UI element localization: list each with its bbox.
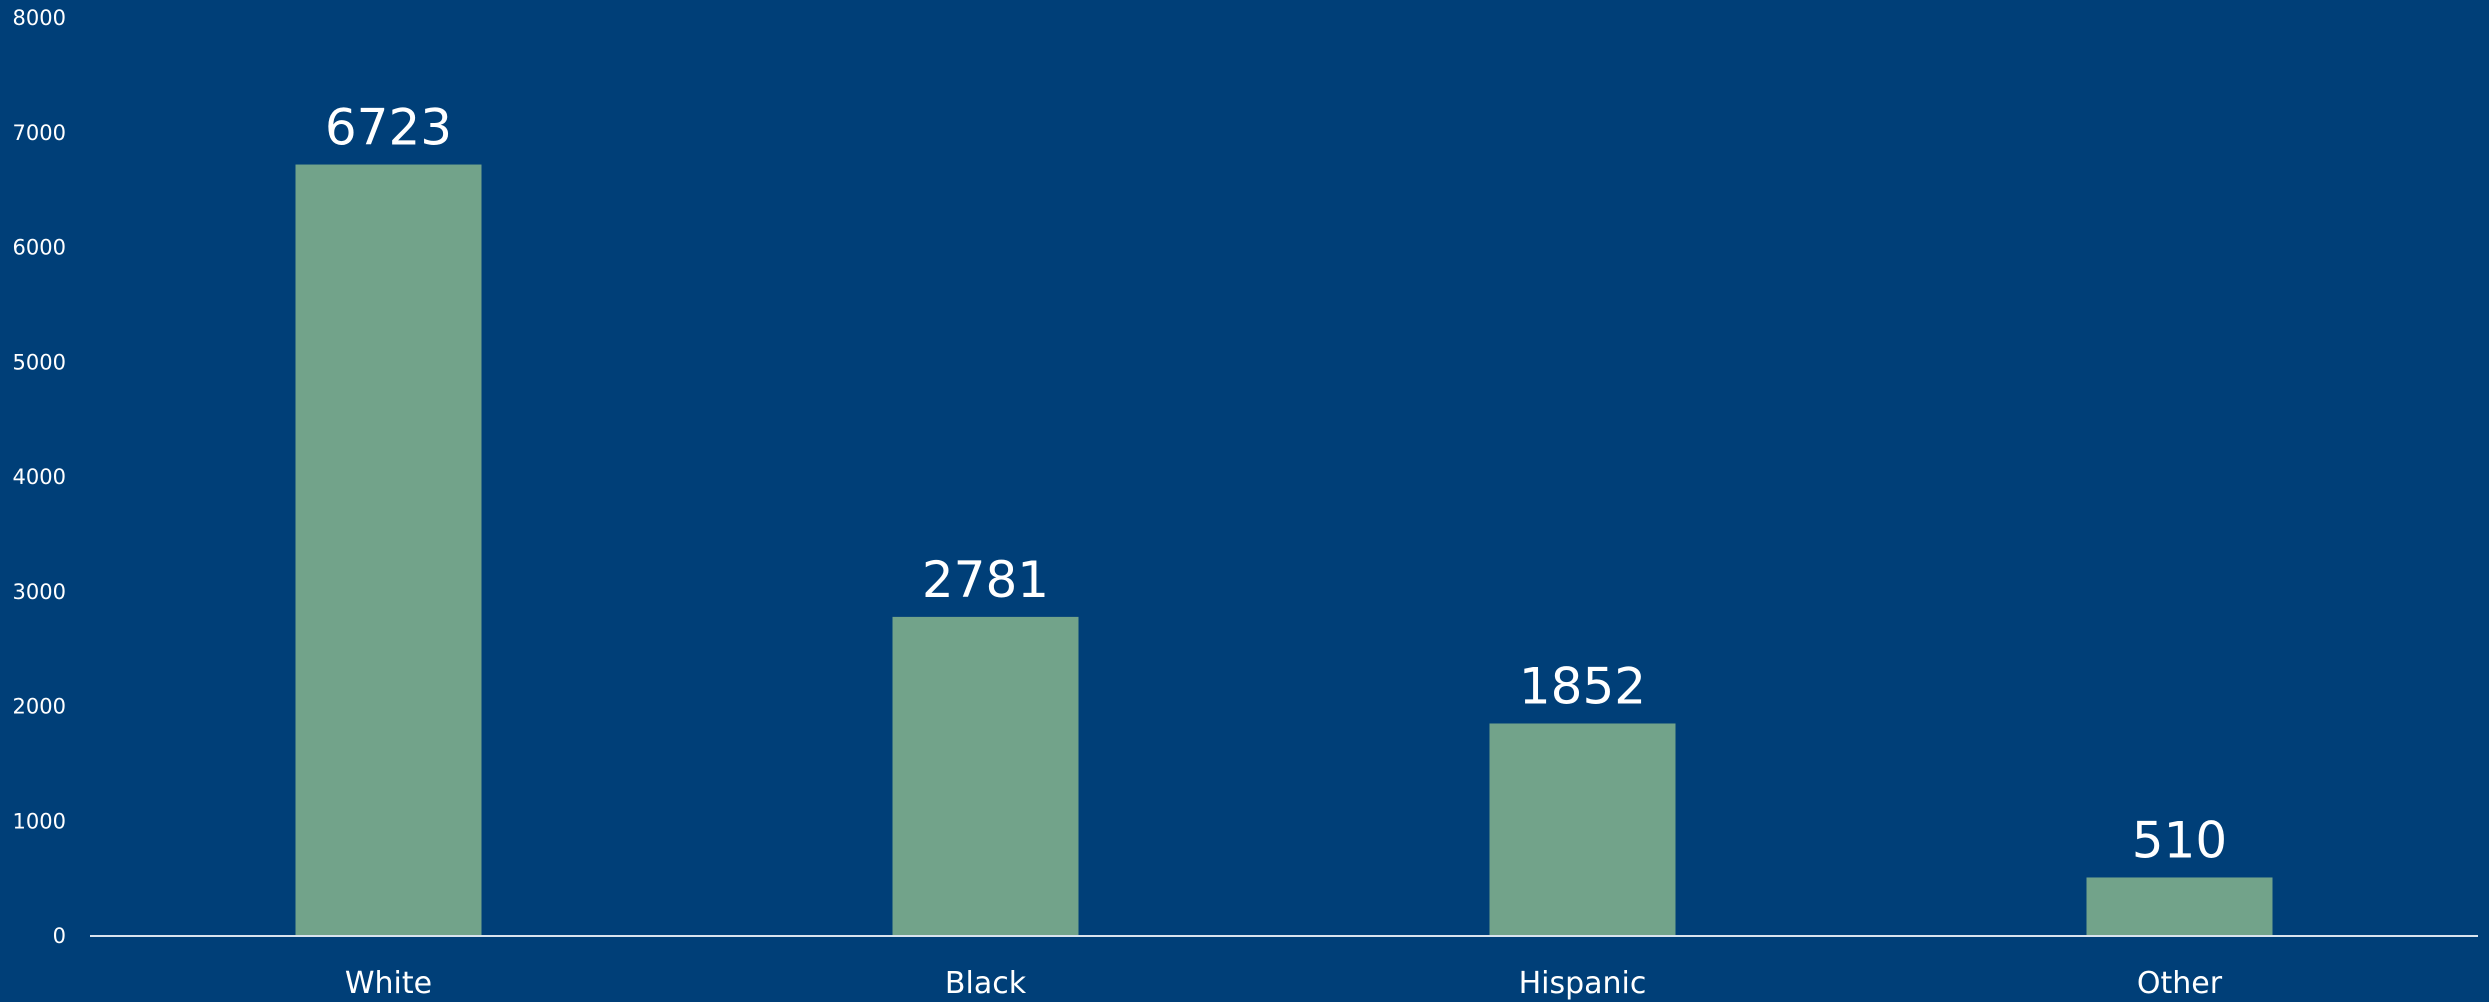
bar-hispanic <box>1489 723 1676 936</box>
data-label-hispanic: 1852 <box>1519 657 1646 715</box>
data-label-white: 6723 <box>325 99 452 157</box>
data-label-other: 510 <box>2132 811 2227 869</box>
y-tick-label: 3000 <box>13 580 66 604</box>
category-label-black: Black <box>945 966 1027 1001</box>
bar-other <box>2086 877 2273 936</box>
bar-white <box>295 164 482 936</box>
y-tick-label: 5000 <box>13 350 66 374</box>
category-label-hispanic: Hispanic <box>1519 966 1647 1001</box>
y-tick-label: 4000 <box>13 465 66 489</box>
y-tick-label: 1000 <box>13 809 66 833</box>
y-tick-label: 2000 <box>13 695 66 719</box>
y-axis-ticks: 0 1000 2000 3000 4000 5000 6000 7000 8000 <box>13 6 66 948</box>
y-tick-label: 0 <box>53 924 66 948</box>
bars-group <box>295 164 2273 936</box>
data-label-black: 2781 <box>922 551 1049 609</box>
category-label-white: White <box>345 966 432 1001</box>
y-tick-label: 7000 <box>13 121 66 145</box>
y-tick-label: 8000 <box>13 6 66 30</box>
bar-black <box>892 616 1079 936</box>
data-labels-group: 6723 2781 1852 510 <box>325 99 2227 870</box>
category-label-other: Other <box>2137 966 2223 1001</box>
y-tick-label: 6000 <box>13 236 66 260</box>
x-axis-category-labels: White Black Hispanic Other <box>345 966 2223 1001</box>
